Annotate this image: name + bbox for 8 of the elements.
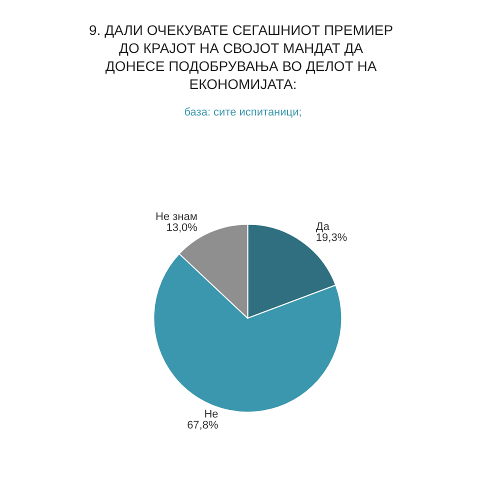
data-label: 67,8% [187,420,218,432]
data-label: 13,0% [166,222,198,234]
data-label: 19,3% [316,232,348,244]
chart-title: 9. ДАЛИ ОЧЕКУВАТЕ СЕГАШНИОТ ПРЕМИЕР ДО КРАЈОТ НА СВОЈОТ МАНДАТ ДА ДОНЕСЕ ПОДОБРУВАЊА ВО ДЕЛОТ НА ЕКОНОМИЈАТА: [89,22,397,92]
slice-label: Не знам [156,211,198,224]
slice-label: Да [316,221,330,234]
chart-subtitle: база: сите испитаници; [184,106,302,118]
slice-label: Не [204,408,218,421]
